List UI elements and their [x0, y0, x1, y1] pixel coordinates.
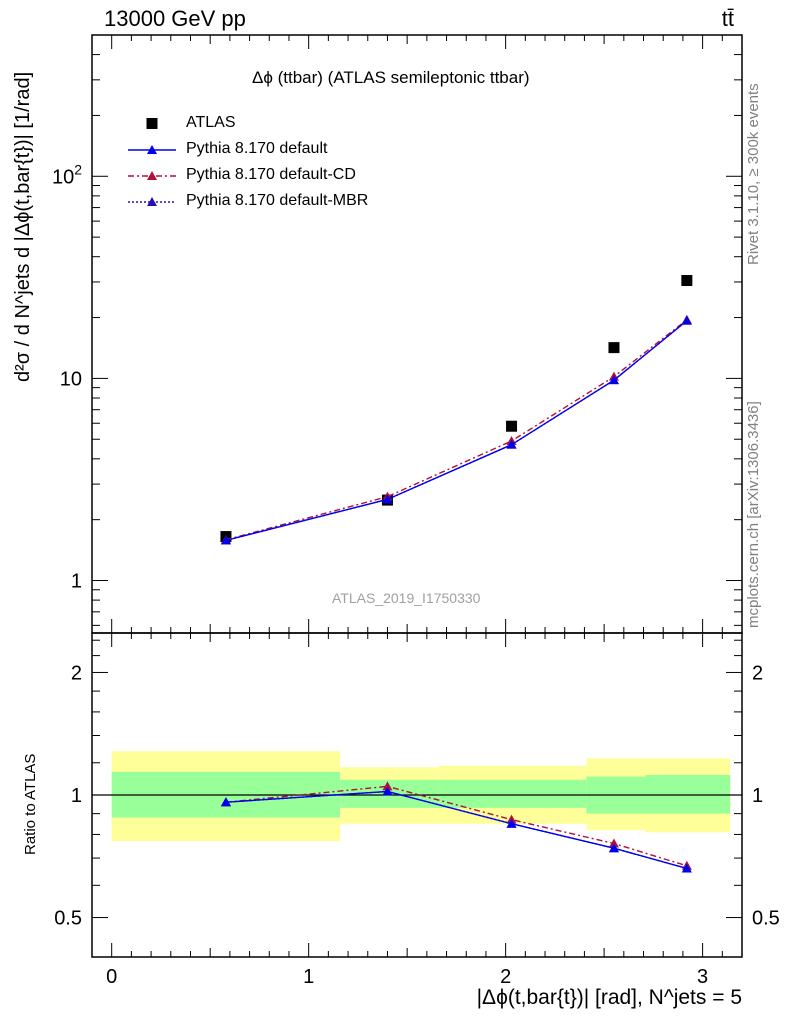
ratio-band-inner-2 [438, 779, 587, 808]
legend-label-atlas: ATLAS [186, 114, 236, 131]
main-y-tick-label: 10 [60, 368, 82, 390]
atlas-data-point [608, 342, 620, 354]
rivet-label: Rivet 3.1.10, ≥ 300k events [745, 83, 762, 265]
ratio-marker-0 [506, 818, 517, 828]
main-y-tick-label: 1 [71, 571, 82, 593]
x-tick-label: 2 [500, 966, 511, 988]
ratio-marker-0 [220, 797, 231, 807]
legend-markers [128, 118, 176, 206]
mcplots-label: mcplots.cern.ch [arXiv:1306.3436] [745, 401, 762, 628]
energy-label: 13000 GeV pp [104, 6, 246, 31]
x-tick-label: 0 [106, 966, 117, 988]
main-line-1 [225, 320, 688, 542]
legend-label-cd: Pythia 8.170 default-CD [186, 166, 356, 183]
legend-label-default: Pythia 8.170 default [186, 140, 328, 157]
ratio-marker-1 [382, 781, 393, 791]
ratio-axes: 0 1 2 3 0.5 0.5 1 1 2 2 [54, 632, 780, 988]
x-axis-label: |Δϕ(t,bar{t})| [rad], N^jets = 5 [476, 986, 742, 1009]
ratio-series [220, 781, 692, 873]
legend-marker-2 [147, 197, 157, 206]
ratio-y-tick-label: 1 [71, 785, 82, 807]
x-tick-label: 1 [303, 966, 314, 988]
ratio-uncertainty-bands [111, 751, 731, 842]
process-label: tt̄ [721, 6, 734, 31]
legend-marker-1 [147, 171, 157, 180]
ratio-y-tick-label-right: 2 [752, 662, 763, 684]
atlas-data-point [681, 275, 693, 287]
main-series [220, 275, 693, 545]
ratio-y-tick-label-right: 1 [752, 785, 763, 807]
main-line-3 [225, 320, 688, 542]
main-y-axis-label: d²σ / d N^jets d |Δϕ(t,bar{t})| [1/rad] [12, 71, 34, 382]
main-marker-1 [382, 494, 393, 504]
watermark-label: ATLAS_2019_I1750330 [332, 590, 481, 606]
ratio-y-tick-label: 0.5 [54, 908, 82, 930]
main-marker-1 [608, 375, 619, 385]
main-y-tick-label: 102 [52, 161, 82, 188]
ratio-marker-0 [608, 843, 619, 853]
legend-marker-0 [147, 145, 157, 154]
main-plot-title: Δϕ (ttbar) (ATLAS semileptonic ttbar) [252, 68, 530, 87]
legend-label-mbr: Pythia 8.170 default-MBR [186, 192, 369, 209]
main-axes: 1 10 102 [52, 34, 743, 634]
ratio-marker-0 [382, 786, 393, 796]
ratio-y-axis-label: Ratio to ATLAS [22, 753, 39, 855]
ratio-y-tick-label-right: 0.5 [752, 908, 780, 930]
ratio-band-inner-4 [645, 774, 731, 814]
ratio-marker-1 [608, 838, 619, 848]
ratio-marker-0 [681, 863, 692, 873]
atlas-data-point [506, 420, 518, 432]
ratio-y-tick-label: 2 [71, 662, 82, 684]
main-marker-1 [681, 315, 692, 325]
main-marker-1 [220, 535, 231, 545]
x-tick-label: 3 [697, 966, 708, 988]
main-marker-1 [506, 439, 517, 449]
legend-marker-atlas [146, 118, 158, 129]
